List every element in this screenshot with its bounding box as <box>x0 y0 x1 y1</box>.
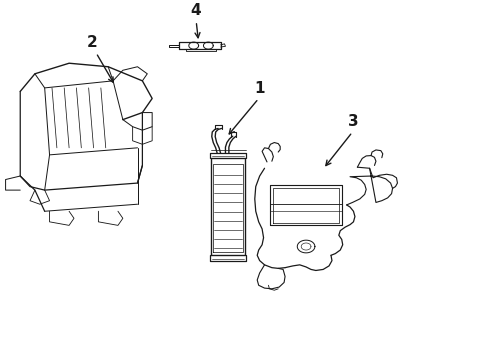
Text: 4: 4 <box>190 3 200 18</box>
Text: 2: 2 <box>87 35 98 50</box>
Text: 1: 1 <box>254 81 265 96</box>
Text: 3: 3 <box>348 114 359 129</box>
